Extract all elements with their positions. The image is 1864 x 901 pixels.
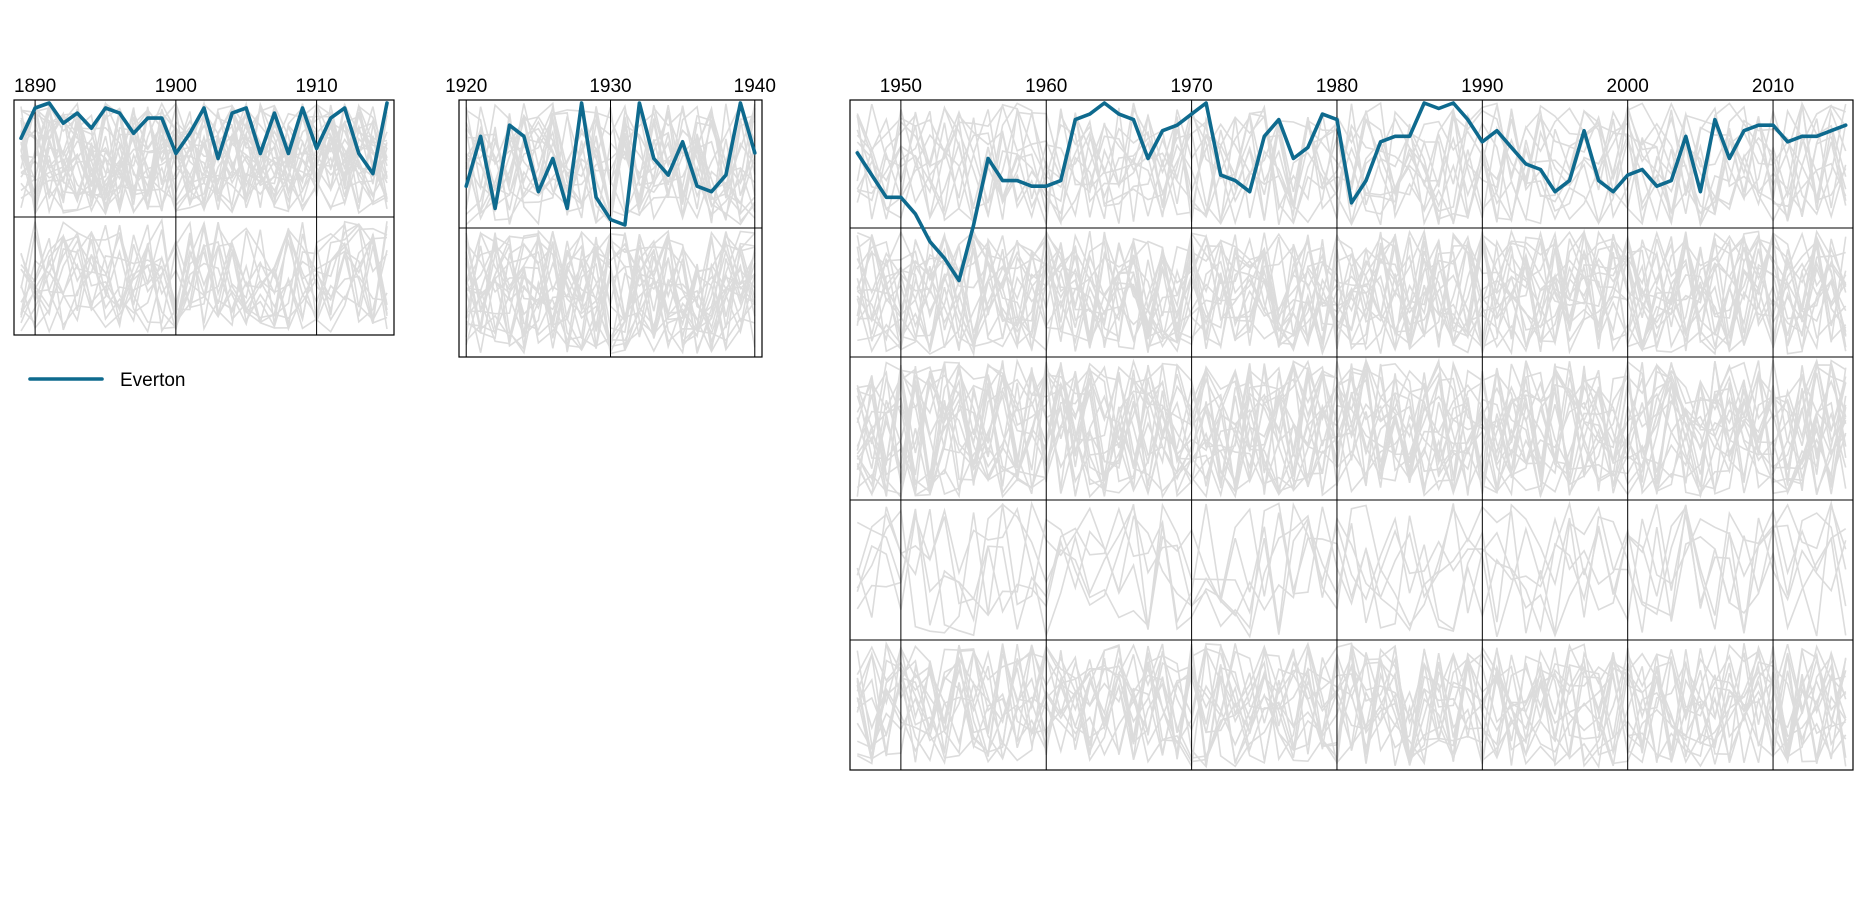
background-team-line [20, 108, 388, 213]
background-team-line [856, 230, 1847, 354]
background-team-line [20, 220, 388, 332]
background-team-line [857, 359, 1847, 496]
background-team-line [857, 643, 1847, 766]
background-team-line [856, 501, 1847, 636]
background-team-line [20, 220, 388, 324]
background-team-line [856, 360, 1847, 497]
tick-labels-layer: 1890 1900 1910 1920 1930 1940 1950 1960 1970 1980… [14, 76, 1794, 97]
background-team-line [856, 230, 1847, 353]
background-team-line [856, 363, 1847, 499]
background-team-line [856, 361, 1847, 496]
background-team-line [856, 643, 1847, 768]
background-team-line [856, 101, 1847, 225]
background-team-line [856, 361, 1847, 499]
background-team-line [20, 111, 388, 209]
background-team-line [856, 230, 1847, 355]
background-team-line [856, 643, 1847, 768]
tier-outlines-layer [13, 99, 1854, 771]
tick-label-1890: 1890 [14, 76, 56, 97]
background-team-line [856, 229, 1847, 349]
background-team-line [856, 643, 1847, 769]
background-team-line [20, 104, 388, 207]
background-team-line [856, 500, 1847, 639]
background-team-line [20, 223, 388, 330]
background-team-line [856, 104, 1846, 226]
background-team-line [856, 502, 1847, 638]
background-team-line [20, 102, 388, 203]
background-team-line [856, 103, 1847, 226]
background-team-line [20, 222, 388, 329]
background-team-line [856, 232, 1847, 352]
background-team-line [856, 231, 1847, 356]
background-team-line [856, 235, 1847, 354]
background-team-line [856, 357, 1847, 500]
tick-label-1960: 1960 [1025, 76, 1067, 97]
legend: Everton [28, 370, 185, 391]
tick-label-1980: 1980 [1316, 76, 1358, 97]
tick-label-2010: 2010 [1752, 76, 1794, 97]
series-layer [19, 101, 1848, 283]
series-everton-panel-3 [855, 101, 1848, 283]
tick-label-1900: 1900 [155, 76, 197, 97]
background-team-line [20, 108, 388, 212]
background-team-line [20, 104, 388, 214]
background-team-line [856, 504, 1847, 639]
panel-frame [849, 99, 1854, 771]
tick-label-2000: 2000 [1607, 76, 1649, 97]
background-team-line [856, 232, 1847, 356]
background-team-line [856, 500, 1847, 638]
tick-label-1930: 1930 [589, 76, 631, 97]
series-everton-panel-1 [19, 101, 389, 176]
background-team-line [856, 358, 1847, 497]
tick-label-1940: 1940 [734, 76, 776, 97]
tick-label-1950: 1950 [880, 76, 922, 97]
background-team-line [856, 644, 1847, 767]
background-team-line [856, 643, 1847, 766]
legend-label-everton: Everton [120, 370, 185, 391]
background-team-line [20, 101, 388, 210]
background-team-line [20, 108, 388, 216]
background-team-line [856, 230, 1847, 348]
background-lines-layer [20, 100, 1847, 769]
tick-label-1990: 1990 [1461, 76, 1503, 97]
background-team-line [856, 101, 1847, 225]
tick-label-1970: 1970 [1170, 76, 1212, 97]
tick-label-1920: 1920 [445, 76, 487, 97]
series-everton-panel-2 [464, 101, 757, 227]
tick-label-1910: 1910 [295, 76, 337, 97]
background-team-line [856, 104, 1847, 223]
background-team-line [857, 101, 1847, 226]
background-team-line [856, 359, 1847, 497]
background-team-line [20, 217, 388, 325]
